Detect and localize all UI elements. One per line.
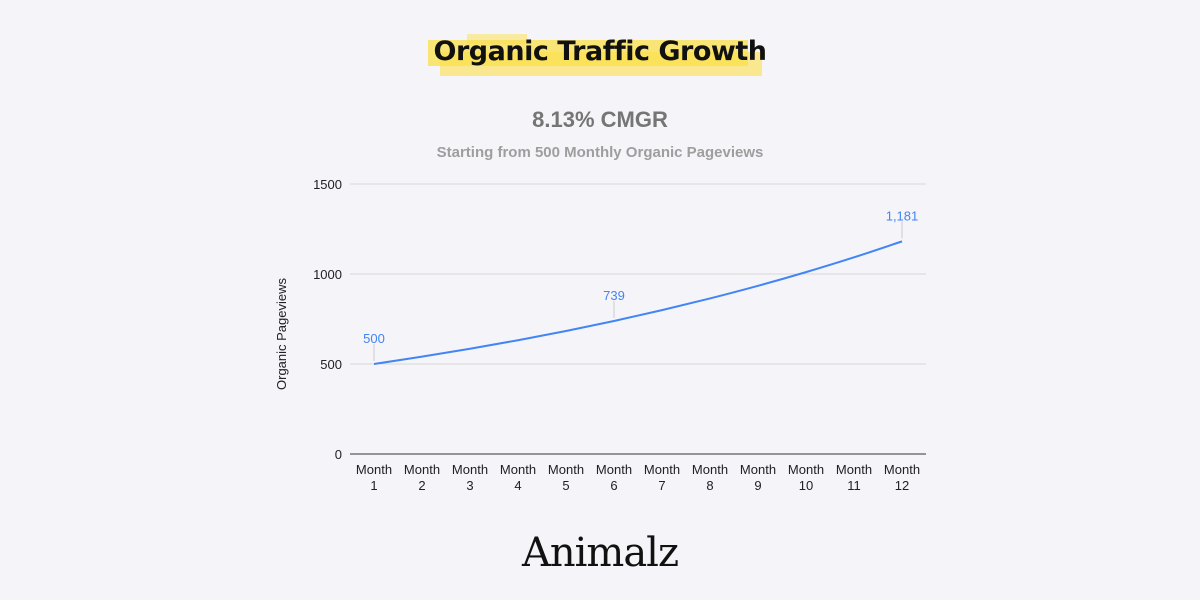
x-tick-label: Month [500, 462, 536, 477]
x-tick-label: 3 [466, 478, 473, 493]
x-tick-label: Month [356, 462, 392, 477]
x-tick-label: Month [788, 462, 824, 477]
x-tick-label: Month [644, 462, 680, 477]
x-tick-label: 2 [418, 478, 425, 493]
x-tick-label: Month [404, 462, 440, 477]
y-tick-label: 0 [335, 447, 342, 462]
y-axis-label: Organic Pageviews [274, 278, 289, 390]
x-tick-label: Month [548, 462, 584, 477]
x-tick-label: 12 [895, 478, 909, 493]
x-tick-label: 1 [370, 478, 377, 493]
chart-description: Starting from 500 Monthly Organic Pagevi… [436, 144, 764, 161]
x-tick-label: 5 [562, 478, 569, 493]
data-label: 739 [603, 288, 625, 303]
y-tick-label: 1000 [313, 267, 342, 282]
x-tick-label: 9 [754, 478, 761, 493]
animalz-logo: Animalz [521, 530, 679, 576]
data-label: 1,181 [886, 208, 919, 223]
x-tick-label: 11 [847, 478, 861, 493]
x-tick-label: Month [836, 462, 872, 477]
x-tick-label: Month [452, 462, 488, 477]
x-tick-label: 8 [706, 478, 713, 493]
x-tick-label: 6 [610, 478, 617, 493]
x-tick-label: Month [740, 462, 776, 477]
y-tick-label: 500 [320, 357, 342, 372]
x-tick-label: Month [884, 462, 920, 477]
chart-subtitle: 8.13% CMGR [532, 107, 668, 132]
x-tick-label: Month [596, 462, 632, 477]
data-label: 500 [363, 331, 385, 346]
x-tick-label: 4 [514, 478, 521, 493]
x-tick-label: Month [692, 462, 728, 477]
title-highlight [440, 52, 762, 76]
x-tick-label: 10 [799, 478, 813, 493]
x-tick-label: 7 [658, 478, 665, 493]
title-highlight [467, 34, 527, 44]
series-line [373, 240, 903, 365]
y-tick-label: 1500 [313, 177, 342, 192]
chart-title: Organic Traffic Growth [433, 36, 767, 67]
